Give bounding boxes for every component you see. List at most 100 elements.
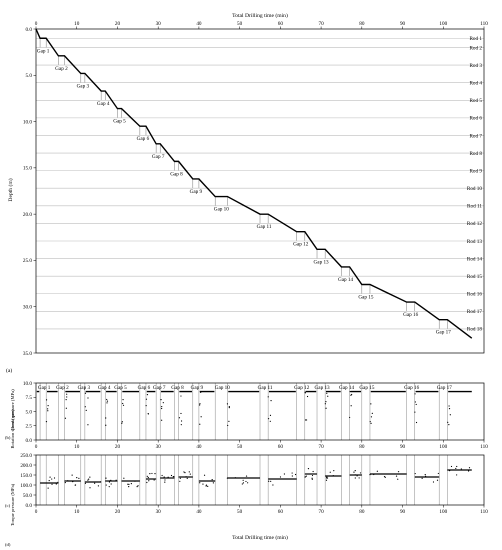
rotation-point <box>84 482 87 484</box>
rotation-point <box>161 474 163 477</box>
y-tick-label: 2.5 <box>26 424 33 430</box>
y-tick-label: 30.0 <box>23 305 32 311</box>
x-tick-label: 10 <box>74 444 80 450</box>
gap-label: Gap 8 <box>171 385 184 391</box>
y-tick-label: 50.0 <box>23 493 32 499</box>
x-tick-label: 90 <box>400 21 406 27</box>
rotation-point <box>110 483 112 485</box>
rotation-point <box>437 472 439 475</box>
thrust-point <box>180 420 183 422</box>
rotation-point <box>205 484 208 486</box>
rotation-point <box>49 476 51 478</box>
x-tick-label: 0 <box>35 509 38 515</box>
rod-label: Rod 9 <box>469 168 482 174</box>
rotation-point <box>242 482 245 484</box>
rotation-point <box>397 471 400 473</box>
rotation-point <box>179 480 181 482</box>
gap-label: Gap 5 <box>113 119 126 125</box>
x-tick-label: 40 <box>196 444 202 450</box>
x-tick-label: 50 <box>237 21 243 27</box>
gap-label: Gap 2 <box>55 66 68 72</box>
thrust-point <box>449 414 451 416</box>
y-tick-label: 25.0 <box>23 258 32 264</box>
rotation-point <box>414 476 417 478</box>
x-tick-label: 10 <box>74 509 80 515</box>
thrust-point <box>447 421 449 423</box>
gap-label: Gap 13 <box>315 385 331 391</box>
thrust-point <box>47 408 49 410</box>
x-tick-label: 50 <box>237 509 243 515</box>
x-tick-label: 40 <box>196 21 202 27</box>
rotation-point <box>105 477 107 479</box>
rotation-point <box>395 475 398 477</box>
x-tick-label: 80 <box>359 509 365 515</box>
depth-chart-ylabel: Depth (m) <box>7 178 14 201</box>
rotation-point <box>115 479 117 481</box>
x-tick-label: 10 <box>74 21 80 27</box>
rotation-point <box>270 480 272 482</box>
rotation-point <box>99 481 102 483</box>
gap-label: Gap 6 <box>137 136 150 142</box>
depth-curve <box>35 28 473 339</box>
gap-label: Gap 12 <box>293 242 309 248</box>
rotation-point <box>89 476 91 478</box>
rotation-point <box>164 481 166 483</box>
thrust-point <box>304 419 307 421</box>
y-tick-label: 35.0 <box>23 351 32 357</box>
rotation-point <box>356 475 358 477</box>
thrust-point <box>121 421 123 423</box>
y-tick-label: 250.0 <box>20 453 32 459</box>
thrust-point <box>161 407 163 410</box>
thrust-point <box>180 395 182 397</box>
rotation-point <box>245 475 248 477</box>
thrust-point <box>161 405 163 408</box>
gap-label: Gap 15 <box>358 294 374 300</box>
thrust-point <box>414 411 416 413</box>
rotation-point <box>456 465 458 468</box>
rotation-point <box>304 476 307 478</box>
thrust-point <box>304 391 306 393</box>
thrust-point <box>415 403 417 406</box>
thrust-point <box>66 393 68 395</box>
y-tick-label: 0.0 <box>26 438 33 444</box>
rotation-point <box>247 482 249 484</box>
rod-label: Rod 11 <box>467 204 482 210</box>
x-tick-label: 110 <box>480 509 488 515</box>
rotation-point <box>291 472 293 474</box>
gap-label: Gap 7 <box>152 154 165 160</box>
rotation-point <box>329 471 331 473</box>
depth-chart: Total Drilling time (min) Depth (m) (a) … <box>6 12 488 374</box>
rotation-point <box>448 470 451 472</box>
gap-label: Gap 14 <box>338 277 354 283</box>
y-tick-label: 10.0 <box>23 381 32 387</box>
thrust-point <box>122 404 125 406</box>
thrust-point <box>106 400 109 402</box>
thrust-point <box>370 403 372 405</box>
thrust-point <box>371 412 373 415</box>
thrust-point <box>324 403 326 405</box>
rotation-point <box>294 473 297 476</box>
rotation-point <box>199 482 201 484</box>
rotation-point <box>105 484 107 486</box>
x-tick-label: 30 <box>156 509 162 515</box>
y-tick-label: 10.0 <box>23 119 32 125</box>
x-tick-label: 20 <box>115 21 121 27</box>
rod-label: Rod 14 <box>467 256 483 262</box>
x-tick-label: 100 <box>439 21 447 27</box>
rod-label: Rod 13 <box>467 239 483 245</box>
torque-chart-xlabel: Total Drilling time (min) <box>232 534 288 541</box>
thrust-point <box>106 402 108 404</box>
rotation-point <box>149 473 151 475</box>
y-tick-label: 150.0 <box>20 473 32 479</box>
depth-chart-title: Total Drilling time (min) <box>232 12 288 19</box>
thrust-point <box>122 399 124 401</box>
rotation-point <box>354 477 356 479</box>
rotation-point <box>455 467 457 470</box>
thrust-point <box>122 402 124 405</box>
rotation-point <box>203 474 206 476</box>
thrust-point <box>178 417 181 419</box>
rotation-point <box>226 477 229 479</box>
rotation-point <box>87 479 89 481</box>
rotation-point <box>148 480 150 482</box>
rotation-point <box>151 472 153 475</box>
